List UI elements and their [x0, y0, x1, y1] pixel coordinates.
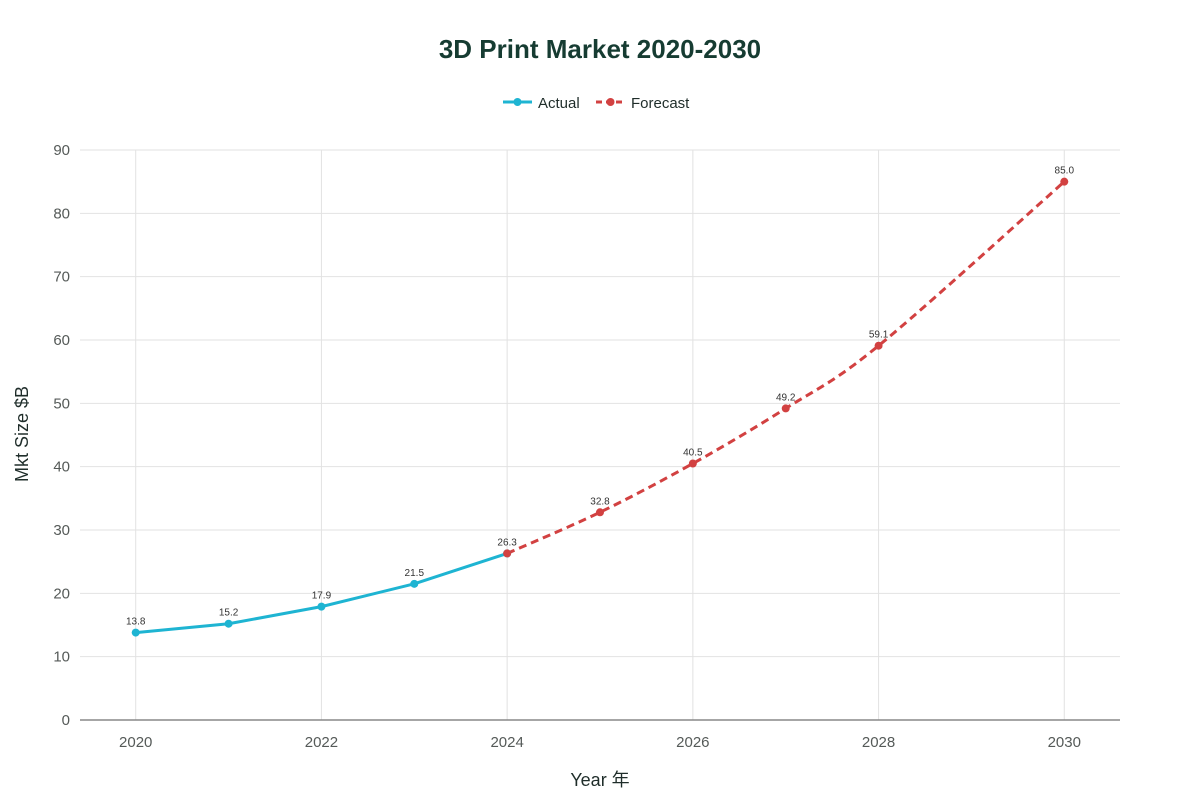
legend-marker-forecast: [606, 98, 615, 106]
data-label-forecast: 32.8: [590, 496, 610, 507]
data-point-actual: [131, 628, 140, 637]
legend-label-forecast[interactable]: Forecast: [631, 95, 690, 112]
legend-marker-actual: [513, 98, 522, 106]
data-point-forecast: [503, 549, 512, 558]
data-label-forecast: 85.0: [1055, 166, 1075, 177]
y-tick-label: 50: [53, 395, 70, 412]
data-point-forecast: [688, 459, 697, 468]
gridlines: [80, 149, 1120, 720]
data-label-actual: 15.2: [219, 608, 239, 619]
x-tick-label: 2030: [1048, 734, 1081, 751]
x-tick-label: 2020: [119, 734, 152, 751]
x-tick-label: 2026: [676, 734, 709, 751]
y-tick-label: 70: [53, 269, 70, 286]
x-tick-label: 2024: [490, 734, 523, 751]
data-label-forecast: 26.3: [497, 537, 517, 548]
data-label-actual: 13.8: [126, 617, 146, 628]
data-label-actual: 21.5: [405, 568, 425, 579]
x-tick-label: 2028: [862, 734, 895, 751]
data-point-forecast: [874, 341, 883, 350]
data-point-forecast: [1060, 177, 1069, 186]
legend-label-actual[interactable]: Actual: [538, 95, 580, 112]
data-label-forecast: 40.5: [683, 448, 703, 459]
x-tick-label: 2022: [305, 734, 338, 751]
data-label-forecast: 59.1: [869, 330, 889, 341]
y-tick-label: 30: [53, 522, 70, 539]
y-tick-label: 60: [53, 332, 70, 349]
data-label-actual: 17.9: [312, 591, 332, 602]
plot-series: 13.8 15.2 17.9 21.5 26.3 32.8 40.5 49.2 59.1 85.0: [126, 166, 1074, 637]
data-point-actual: [224, 619, 233, 628]
y-tick-label: 20: [53, 585, 70, 602]
data-label-forecast: 49.2: [776, 392, 796, 403]
data-point-actual: [410, 579, 419, 588]
chart-title: 3D Print Market 2020-2030: [439, 34, 761, 64]
data-point-forecast: [596, 508, 604, 517]
y-axis-label: Mkt Size $B: [12, 386, 32, 482]
y-tick-label: 0: [62, 712, 70, 729]
legend: Actual Forecast: [503, 95, 690, 112]
y-tick-label: 10: [53, 649, 70, 666]
y-tick-label: 40: [53, 459, 70, 476]
data-point-forecast: [781, 404, 790, 413]
data-point-actual: [317, 602, 326, 611]
x-axis-label: Year 年: [570, 770, 629, 790]
y-tick-label: 90: [53, 142, 70, 159]
y-tick-label: 80: [53, 205, 70, 222]
